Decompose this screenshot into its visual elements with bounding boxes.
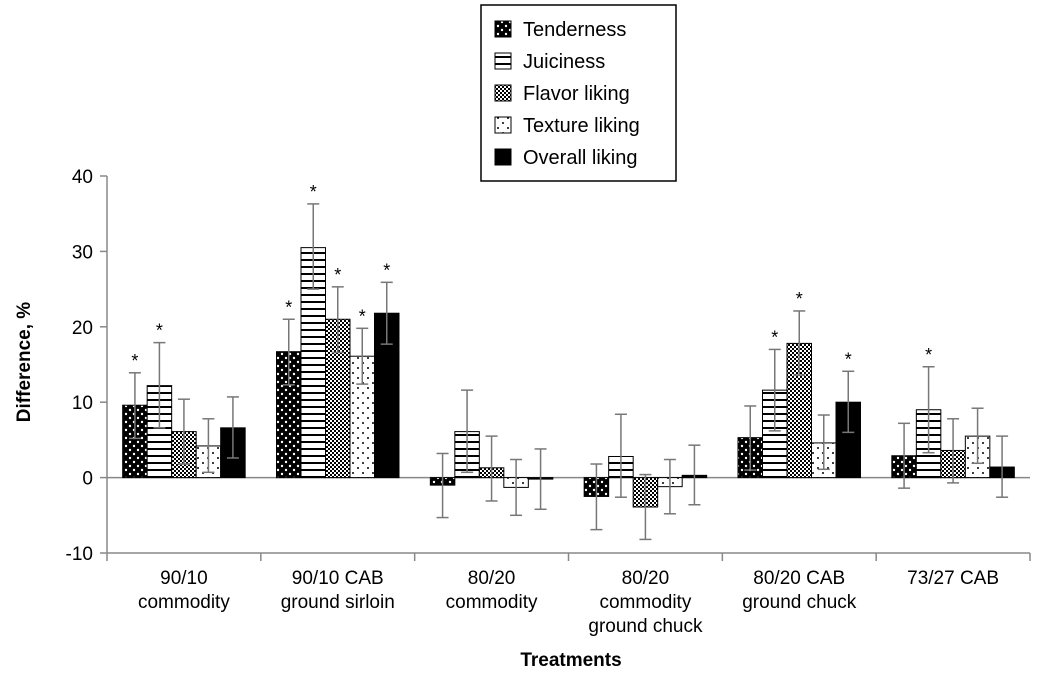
x-axis-title: Treatments — [520, 650, 621, 671]
x-category-label: commodity — [138, 592, 230, 613]
x-category-label: commodity — [599, 592, 691, 613]
legend-swatch — [494, 116, 512, 134]
legend-swatch — [494, 84, 512, 102]
legend-swatch — [494, 52, 512, 70]
significance-star: * — [156, 321, 163, 341]
y-axis: -10 0 10 20 30 40 — [66, 167, 108, 565]
legend-label: Tenderness — [523, 19, 626, 41]
legend-label: Texture liking — [523, 115, 640, 137]
chart-legend: Tenderness Juiciness Flavor liking Texture … — [480, 4, 677, 182]
significance-markers-group: * * * * * * * * * * * — [131, 182, 932, 371]
error-bars-group — [128, 203, 1009, 541]
legend-label: Juiciness — [523, 51, 605, 73]
legend-swatch — [494, 148, 512, 166]
significance-star: * — [131, 351, 138, 371]
legend-box — [480, 4, 677, 182]
significance-star: * — [285, 297, 292, 317]
x-category-label: 73/27 CAB — [907, 568, 999, 589]
y-tick-label: 40 — [72, 167, 93, 188]
x-category-label: 90/10 — [160, 568, 208, 589]
significance-star: * — [334, 265, 341, 285]
x-axis: 90/10 commodity 90/10 CAB ground sirloin 80/… — [106, 476, 1031, 637]
y-axis-title: Difference, % — [14, 302, 35, 422]
y-tick-label: 20 — [72, 318, 93, 339]
bar — [276, 351, 302, 479]
significance-star: * — [310, 182, 317, 202]
x-category-label: commodity — [446, 592, 538, 613]
x-category-label: 80/20 — [622, 568, 670, 589]
legend-label: Overall liking — [523, 147, 637, 169]
x-category-label: ground chuck — [588, 616, 703, 637]
significance-star: * — [845, 349, 852, 369]
significance-star: * — [925, 345, 932, 365]
bars-group — [122, 247, 1015, 508]
x-category-label: ground sirloin — [281, 592, 395, 613]
significance-star: * — [359, 306, 366, 326]
y-tick-label: -10 — [66, 544, 93, 565]
y-tick-label: 10 — [72, 393, 93, 414]
x-category-label: 90/10 CAB — [292, 568, 384, 589]
legend-label: Flavor liking — [523, 83, 630, 105]
significance-star: * — [796, 289, 803, 309]
significance-star: * — [383, 260, 390, 280]
y-tick-label: 30 — [72, 242, 93, 263]
legend-swatch — [494, 20, 512, 38]
y-tick-label: 0 — [82, 469, 93, 490]
x-category-label: ground chuck — [742, 592, 857, 613]
significance-star: * — [771, 327, 778, 347]
x-category-label: 80/20 CAB — [753, 568, 845, 589]
x-category-label: 80/20 — [468, 568, 516, 589]
